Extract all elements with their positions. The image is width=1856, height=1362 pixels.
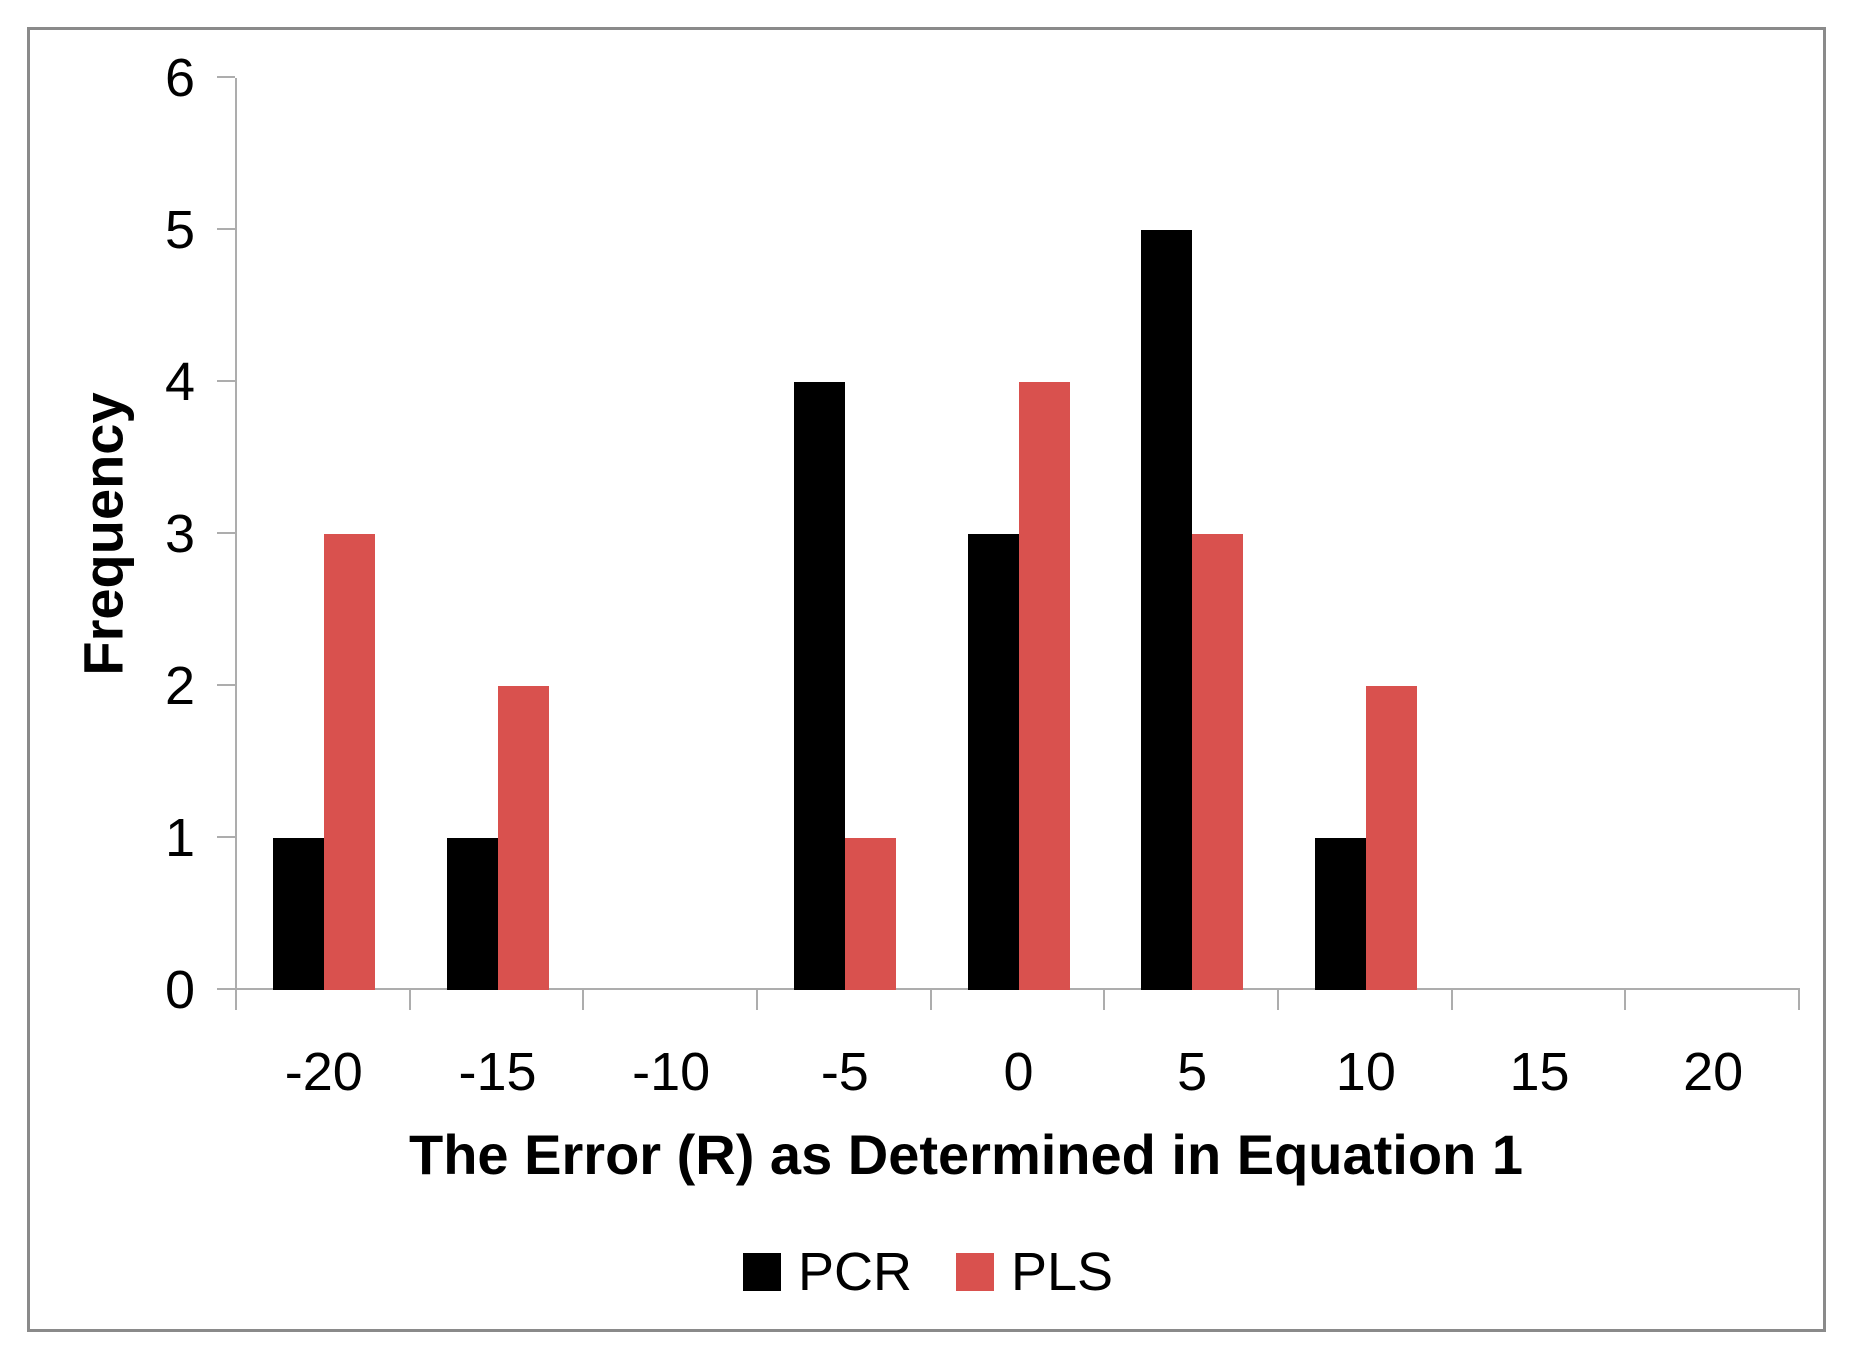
y-tick-label: 5: [164, 200, 195, 260]
x-tick: [1798, 990, 1800, 1010]
bar-pcr-0: [967, 534, 1019, 990]
legend-swatch-pls: [955, 1253, 994, 1291]
legend-label-pcr: PCR: [797, 1242, 912, 1302]
y-tick: [217, 684, 235, 686]
x-tick-label: 10: [1335, 1042, 1396, 1102]
x-tick-label: -10: [632, 1042, 711, 1102]
x-tick-label: -15: [458, 1042, 537, 1102]
x-tick: [1450, 990, 1453, 1010]
legend-item-pcr: PCR: [742, 1242, 912, 1302]
x-tick-label: 0: [1003, 1042, 1034, 1102]
x-tick-label: -20: [284, 1042, 363, 1102]
legend: PCR PLS: [0, 1244, 1856, 1300]
y-axis-title: Frequency: [71, 392, 135, 676]
bar-pcr--20: [272, 838, 324, 990]
x-tick: [1103, 990, 1106, 1010]
x-tick: [408, 990, 411, 1010]
y-tick-label: 6: [164, 48, 195, 108]
y-tick: [217, 380, 235, 382]
bar-pcr-10: [1314, 838, 1366, 990]
y-tick-label: 3: [164, 504, 195, 564]
y-tick-label: 4: [164, 352, 195, 412]
bar-pls--5: [844, 838, 896, 990]
legend-label-pls: PLS: [1010, 1242, 1114, 1302]
y-tick: [217, 532, 235, 534]
x-tick: [1277, 990, 1279, 1010]
x-tick: [929, 990, 932, 1010]
legend-item-pls: PLS: [955, 1242, 1114, 1302]
x-tick-label: 20: [1683, 1042, 1744, 1102]
x-tick: [1624, 990, 1627, 1010]
bar-pcr--15: [446, 838, 498, 990]
y-tick-label: 1: [164, 808, 195, 868]
x-tick: [235, 990, 237, 1010]
y-tick: [217, 76, 235, 78]
bar-pcr-5: [1141, 230, 1193, 990]
x-tick-label: 15: [1509, 1042, 1570, 1102]
bar-pls-5: [1192, 534, 1244, 990]
bar-pls-10: [1365, 686, 1417, 990]
y-tick: [217, 988, 235, 990]
x-axis-title: The Error (R) as Determined in Equation …: [409, 1123, 1523, 1186]
bar-pls--20: [323, 534, 375, 990]
x-tick: [756, 990, 758, 1010]
x-tick-label: -5: [820, 1042, 869, 1102]
y-tick: [217, 836, 235, 838]
x-tick: [582, 990, 585, 1010]
y-tick-label: 2: [164, 656, 195, 716]
bar-pls--15: [497, 686, 549, 990]
bar-pls-0: [1018, 382, 1070, 990]
y-axis-line: [235, 78, 237, 990]
bar-pcr--5: [793, 382, 845, 990]
legend-swatch-pcr: [742, 1253, 781, 1291]
y-tick: [217, 228, 235, 230]
x-tick-label: 5: [1177, 1042, 1208, 1102]
y-tick-label: 0: [164, 960, 195, 1020]
